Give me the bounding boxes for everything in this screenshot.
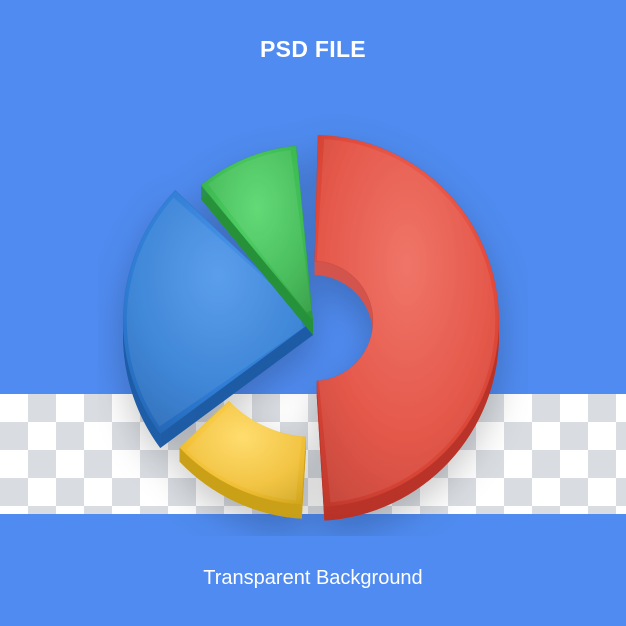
stage: PSD FILE Transparent Background	[0, 0, 626, 626]
pie-chart-3d-icon	[98, 106, 528, 536]
top-title: PSD FILE	[0, 36, 626, 63]
red-top-slice	[315, 135, 499, 521]
bottom-title: Transparent Background	[0, 567, 626, 590]
